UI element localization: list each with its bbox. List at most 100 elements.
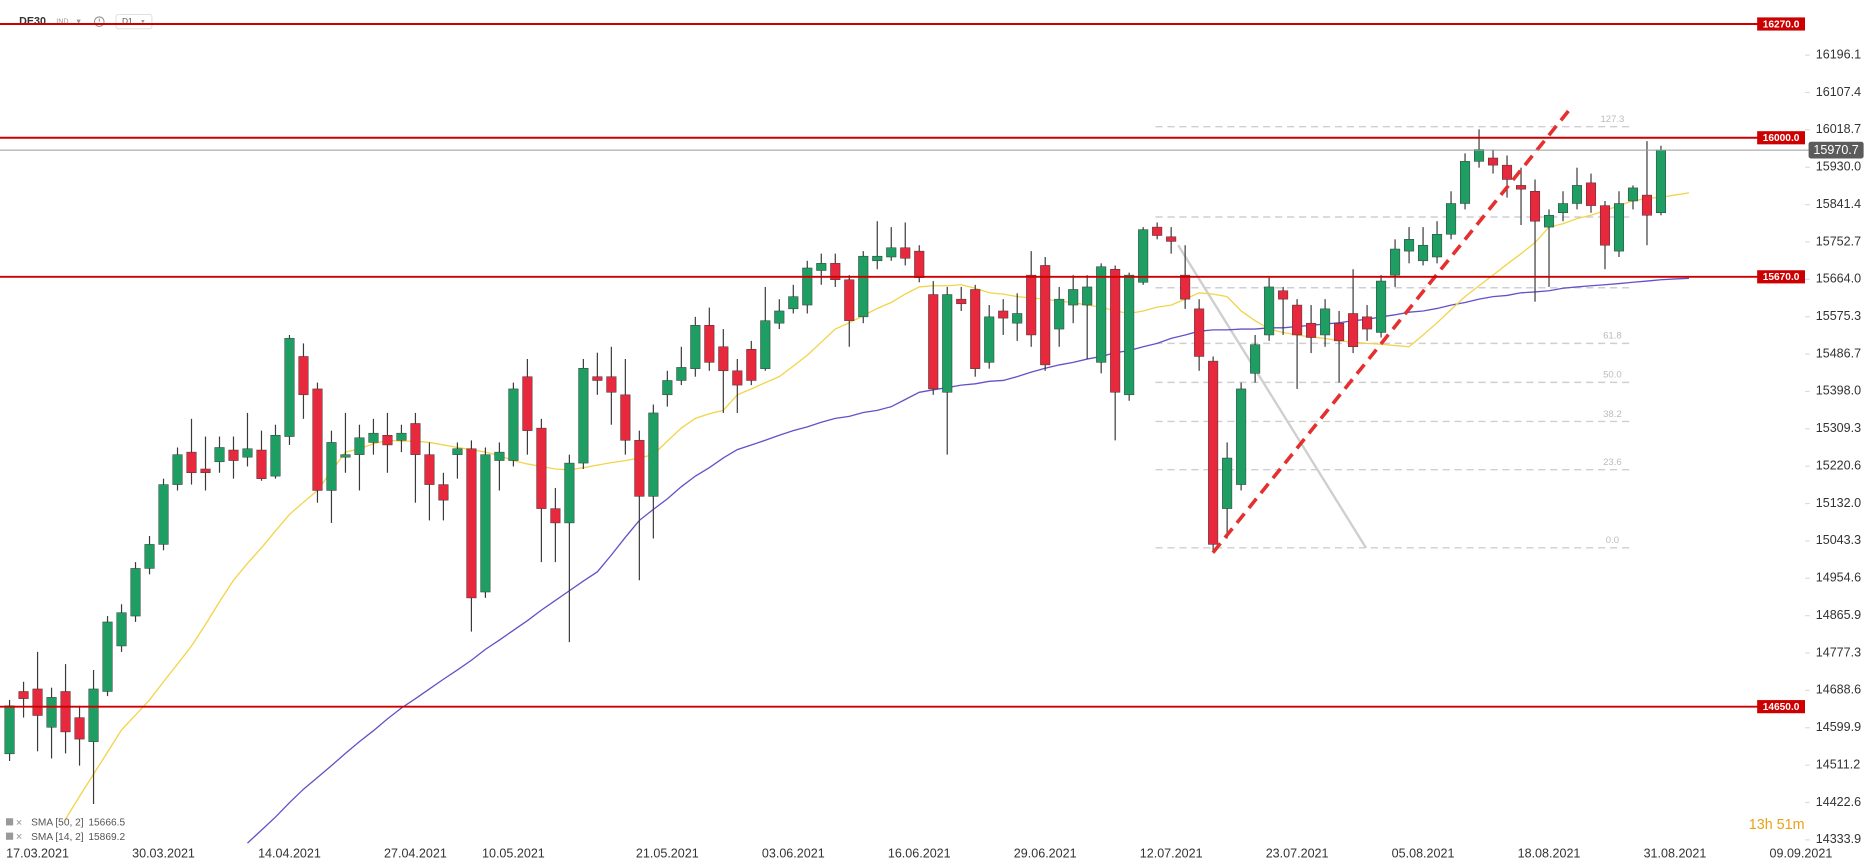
candle-body [1138,229,1149,283]
candle-body [1082,286,1093,306]
x-tick-label: 21.05.2021 [636,846,699,860]
level-box [1757,17,1805,31]
candle-body [508,388,519,461]
instrument-type: IND [56,18,68,26]
candle-body [396,432,407,441]
candle-body [116,612,127,647]
candle-body [1348,313,1359,348]
candle-body [1641,194,1653,216]
candle-body [1012,313,1023,324]
candle-body [18,691,29,699]
candle-body [830,263,841,281]
level-label: 15670.0 [1763,272,1800,283]
level-label: 16270.0 [1763,19,1800,30]
y-tick-label: 15841.4 [1816,197,1861,211]
candle-body [1446,203,1457,235]
y-tick-label: 14333.9 [1816,832,1861,846]
candle-body [1418,244,1429,262]
candle-body [956,298,967,305]
candle-body [130,568,141,617]
candle-body [1264,286,1275,336]
dropdown-caret[interactable]: ▾ [77,16,81,26]
countdown: 13h 51m [1749,817,1805,833]
candle-body [1096,266,1107,363]
candles [4,129,1667,804]
candle-body [1334,322,1345,342]
y-tick-label: 16196.1 [1816,47,1861,61]
fib-label: 38.2 [1603,409,1622,420]
last-price-box [1808,141,1864,159]
candle-body [242,448,253,458]
candle-body [1502,164,1513,180]
fib-label: 50.0 [1603,370,1622,381]
level-box [1757,270,1805,284]
candle-body [1571,185,1583,204]
candle-body [200,468,211,474]
candle-body [1376,280,1387,333]
x-tick-label: 12.07.2021 [1140,846,1203,860]
y-tick-label: 15309.3 [1816,421,1861,435]
candle-body [186,451,197,474]
candle-body [410,423,421,455]
candle-body [1516,185,1527,190]
level-label: 16000.0 [1763,133,1800,144]
candle-body [298,356,309,396]
candle-body [74,717,85,740]
candle-body [998,310,1009,319]
x-tick-label: 29.06.2021 [1014,846,1077,860]
legend-name: SMA [50, 2] [31,818,84,829]
interval-box[interactable] [115,13,153,30]
x-tick-label: 23.07.2021 [1266,846,1329,860]
y-tick-label: 14688.6 [1816,683,1861,697]
x-tick-label: 14.04.2021 [258,846,321,860]
candle-body [1390,248,1401,276]
candle-body [270,435,281,477]
candle-body [1166,236,1177,242]
candle-body [88,688,99,742]
candle-body [438,484,449,501]
candle-body [564,462,575,524]
candle-body [1362,316,1373,330]
candle-body [4,705,15,755]
y-tick-label: 16107.4 [1816,85,1861,99]
y-tick-label: 14599.9 [1816,720,1861,734]
candle-body [284,338,295,437]
candle-body [676,367,687,381]
candle-body [1613,203,1625,252]
clock-icon[interactable] [94,16,105,27]
level-box [1757,700,1805,714]
y-tick-label: 14511.2 [1816,757,1860,771]
candle-body [494,451,505,461]
candle-body [102,621,113,692]
candle-body [32,688,43,716]
symbol: DE30 [19,15,46,27]
candle-body [1404,239,1415,252]
candle-body [662,380,673,396]
candle-body [1040,265,1051,366]
levels: 16270.0 16000.0 15670.0 14650.0 15970.7 [0,17,1864,714]
legend: ✕ SMA [50, 2] 15666.5 ✕ SMA [14, 2] 15869.2 [5,817,125,843]
candle-body [942,294,953,393]
candle-body [1474,149,1485,162]
candle-body [844,279,855,321]
x-tick-label: 10.05.2021 [482,846,545,860]
candle-body [256,449,267,479]
x-tick-label: 05.08.2021 [1392,846,1455,860]
candle-body [1627,187,1639,202]
candle-body [970,289,981,369]
candle-body [1306,322,1317,338]
legend-icon [5,818,14,826]
last-price-label: 15970.7 [1813,143,1858,157]
candle-body [1152,226,1163,236]
candle-body [900,247,911,259]
drawn-line [1177,244,1368,549]
y-tick-label: 15575.3 [1816,309,1861,323]
candle-body [1110,268,1121,393]
candle-body [1068,289,1079,306]
candle-body [816,263,827,271]
candle-body [1557,203,1569,214]
candle-body [1124,274,1135,396]
x-tick-label: 03.06.2021 [762,846,825,860]
candle-body [788,296,799,310]
